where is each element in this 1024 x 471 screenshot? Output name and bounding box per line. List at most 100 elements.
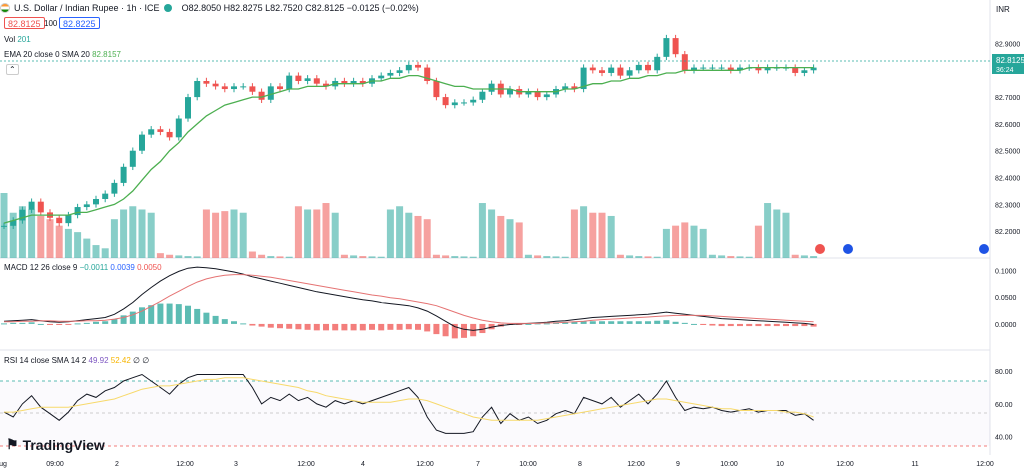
candle-body: [608, 67, 615, 73]
volume-bar: [791, 254, 799, 258]
volume-bar: [276, 256, 284, 258]
volume-bar: [653, 256, 661, 258]
macd-histogram-bar: [525, 323, 532, 325]
candle-body: [580, 67, 587, 90]
candle-body: [755, 67, 762, 71]
candle-body: [166, 131, 173, 138]
time-axis-label: 3: [234, 461, 238, 468]
market-status-icon: [163, 4, 172, 12]
volume-bar: [745, 256, 753, 258]
spread: 100: [44, 19, 58, 28]
volume-bar: [92, 245, 100, 258]
macd-histogram-bar: [672, 321, 679, 324]
buy-button[interactable]: 82.8225: [59, 17, 100, 29]
volume-bar: [405, 212, 413, 258]
volume-bar: [552, 256, 560, 258]
ema-label: EMA 20 close 0 SMA 20: [4, 50, 90, 59]
event-icon[interactable]: [815, 244, 825, 254]
signal-line: [4, 274, 814, 324]
flag-icon-right[interactable]: [979, 244, 989, 254]
macd-histogram-bar: [691, 323, 697, 325]
macd-histogram-bar: [599, 321, 605, 324]
macd-histogram-bar: [111, 319, 118, 324]
macd-histogram-bar: [37, 323, 44, 325]
volume-bar: [672, 225, 680, 258]
macd-histogram-bar: [19, 322, 26, 324]
candle-body: [442, 97, 449, 106]
time-axis-label: 12:00: [176, 461, 194, 468]
volume-bar: [690, 225, 698, 258]
volume-bar: [28, 209, 36, 258]
macd-histogram-bar: [773, 323, 780, 327]
candle-body: [396, 70, 403, 73]
volume-bar: [83, 238, 91, 258]
candle-body: [672, 38, 679, 55]
macd-histogram-bar: [212, 315, 219, 324]
volume-bar: [37, 215, 45, 258]
flag-icon[interactable]: [843, 244, 853, 254]
candle-body: [148, 129, 155, 135]
candle-body: [231, 86, 237, 90]
macd-value-3: 0.0050: [137, 263, 162, 272]
rsi-value-2: 52.42: [110, 356, 131, 365]
candle-body: [102, 193, 109, 199]
macd-histogram-bar: [65, 323, 72, 325]
macd-histogram-bar: [764, 323, 771, 327]
volume-bar: [580, 206, 588, 258]
candle-body: [28, 201, 35, 210]
macd-histogram-bar: [635, 321, 642, 324]
macd-histogram-bar: [516, 323, 523, 325]
candle-body: [139, 134, 145, 151]
candle-body: [691, 67, 697, 71]
macd-histogram-bar: [709, 323, 716, 326]
price-axis[interactable]: 82.900082.800082.700082.600082.500082.40…: [995, 41, 1020, 441]
volume-bar: [129, 206, 137, 258]
time-axis[interactable]: ug 09:00 2 12:00 3 12:00 4 12:00 7 10:00 8 12:00 9 10…: [0, 461, 994, 468]
macd-histogram-bar: [442, 323, 449, 337]
macd-histogram-bar: [378, 323, 385, 331]
volume-bar: [589, 212, 597, 258]
time-axis-label: 4: [361, 461, 365, 468]
volume-bar: [800, 255, 808, 258]
macd-value-2: 0.0039: [110, 263, 135, 272]
time-axis-label: 09:00: [46, 461, 64, 468]
ema-legend: EMA 20 close 0 SMA 20 82.8157: [4, 50, 121, 59]
candle-body: [507, 89, 513, 95]
collapse-legend-button[interactable]: ⌃: [6, 64, 19, 75]
price-axis-label: 82.4000: [995, 176, 1020, 183]
volume-bar: [736, 256, 744, 258]
macd-histogram-bar: [645, 321, 651, 324]
volume-bar: [230, 209, 238, 258]
candle-body: [654, 56, 661, 71]
time-axis-label: 10:00: [720, 461, 738, 468]
macd-histogram-bar: [28, 322, 35, 324]
symbol-title[interactable]: U.S. Dollar / Indian Rupee · 1h · ICE: [14, 3, 160, 13]
macd-histogram-bar: [571, 321, 578, 324]
macd-histogram-bar: [359, 323, 366, 331]
volume-bar: [313, 209, 321, 258]
macd-histogram-bar: [755, 323, 762, 327]
candle-body: [129, 150, 136, 167]
time-axis-label: 10: [776, 461, 784, 468]
candle-body: [562, 86, 569, 90]
macd-histogram-bar: [258, 323, 265, 327]
price-axis-label: 82.6000: [995, 122, 1020, 129]
candle-body: [277, 86, 283, 90]
candlesticks: [1, 34, 817, 230]
macd-histogram-bar: [433, 323, 440, 335]
macd-histogram-bar: [129, 311, 136, 324]
macd-histogram-bar: [47, 323, 53, 325]
macd-histogram-bar: [415, 323, 421, 330]
time-axis-label: 11: [911, 461, 918, 468]
sell-button[interactable]: 82.8125: [4, 17, 45, 29]
macd-histogram-bar: [157, 303, 164, 324]
macd-histogram-bar: [681, 322, 688, 324]
rsi-value-3: ∅ ∅: [133, 356, 150, 365]
macd-histogram-bar: [810, 323, 817, 327]
macd-histogram-bar: [203, 312, 210, 324]
price-axis-label: 82.9000: [995, 41, 1020, 48]
tradingview-logo[interactable]: ⚑ TradingView: [6, 436, 105, 453]
candle-body: [488, 83, 495, 92]
price-axis-label: 0.0000: [995, 322, 1017, 329]
